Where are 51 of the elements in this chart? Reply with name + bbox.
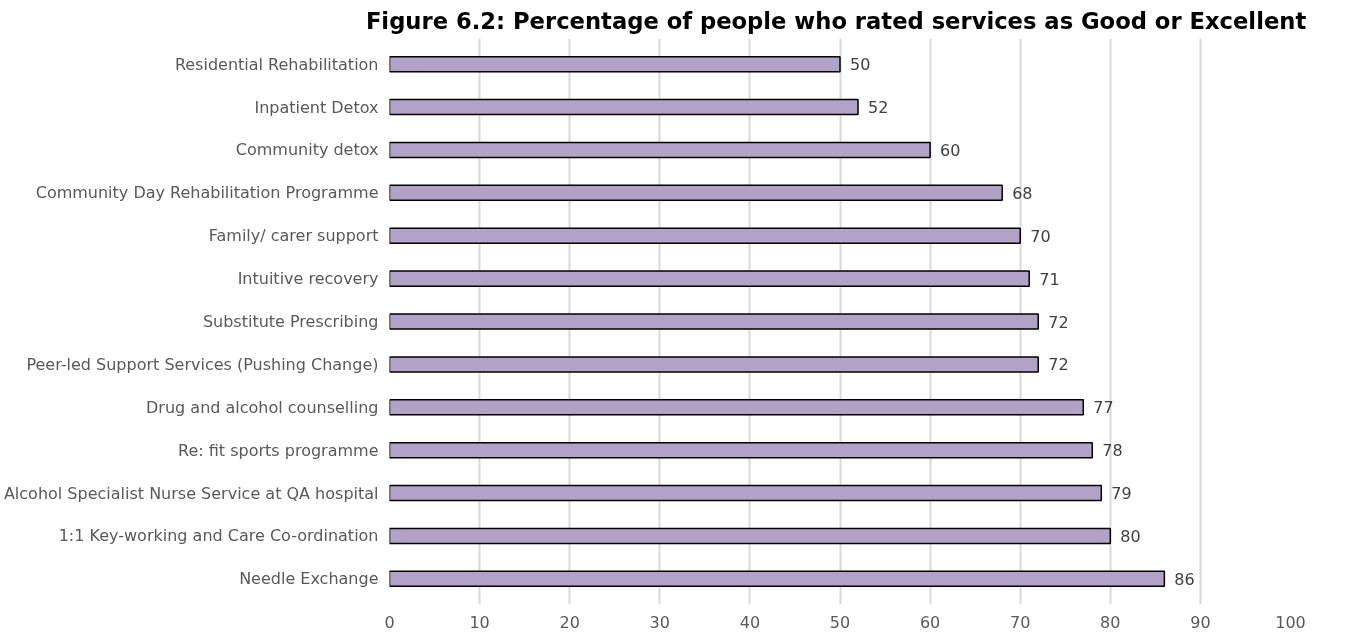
- y-tick-label: Residential Rehabilitation: [174, 54, 379, 74]
- x-tick-label: 40: [739, 612, 761, 632]
- y-tick-label: Family/ carer support: [208, 226, 379, 246]
- y-tick-label: Intuitive recovery: [237, 269, 379, 289]
- data-label: 72: [1048, 312, 1069, 332]
- x-tick-label: 20: [559, 612, 580, 632]
- data-label: 71: [1039, 269, 1060, 289]
- bar: [389, 141, 931, 159]
- y-tick-label: Needle Exchange: [239, 569, 379, 589]
- y-tick-label: Alcohol Specialist Nurse Service at QA hospital: [3, 483, 379, 503]
- y-tick-label: Substitute Prescribing: [202, 312, 379, 331]
- x-tick-label: 90: [1190, 612, 1211, 632]
- data-label: 72: [1048, 355, 1069, 375]
- data-label: 60: [940, 140, 961, 160]
- x-tick-label: 60: [919, 612, 941, 632]
- bar: [389, 55, 841, 73]
- bar: [389, 98, 859, 116]
- bar: [389, 184, 1003, 202]
- data-label: 79: [1111, 484, 1132, 504]
- data-label: 70: [1030, 226, 1051, 246]
- y-tick-label: Drug and alcohol counselling: [146, 397, 379, 417]
- bar: [389, 313, 1039, 330]
- bar: [389, 227, 1021, 244]
- bar: [389, 441, 1094, 459]
- bar: [389, 270, 1030, 287]
- data-label: 52: [868, 98, 889, 118]
- chart-title: Figure 6.2: Percentage of people who rated services as Good or Excellent: [365, 7, 1307, 34]
- x-tick-label: 100: [1275, 612, 1306, 632]
- y-tick-label: Community detox: [235, 140, 379, 160]
- y-tick-label: Community Day Rehabilitation Programme: [35, 183, 379, 203]
- bar: [389, 484, 1103, 502]
- y-tick-label: Peer-led Support Services (Pushing Change): [26, 354, 379, 374]
- x-tick-label: 0: [384, 612, 395, 632]
- data-label: 68: [1012, 183, 1033, 203]
- x-tick-label: 10: [469, 612, 490, 632]
- x-tick-label: 70: [1010, 612, 1031, 632]
- data-label: 77: [1093, 398, 1114, 418]
- data-label: 80: [1120, 526, 1141, 546]
- x-tick-label: 80: [1100, 612, 1121, 632]
- y-tick-label: Re: fit sports programme: [178, 440, 379, 460]
- x-tick-label: 50: [829, 612, 851, 632]
- data-label: 86: [1174, 569, 1195, 589]
- x-tick-label: 30: [649, 612, 670, 632]
- data-label: 78: [1102, 441, 1123, 461]
- bar: [389, 527, 1112, 545]
- bar: [389, 570, 1166, 588]
- bar: [389, 399, 1085, 416]
- y-tick-label: Inpatient Detox: [254, 97, 379, 117]
- data-label: 50: [850, 55, 871, 75]
- bar: [389, 356, 1039, 373]
- y-tick-label: 1:1 Key-working and Care Co-ordination: [58, 526, 379, 546]
